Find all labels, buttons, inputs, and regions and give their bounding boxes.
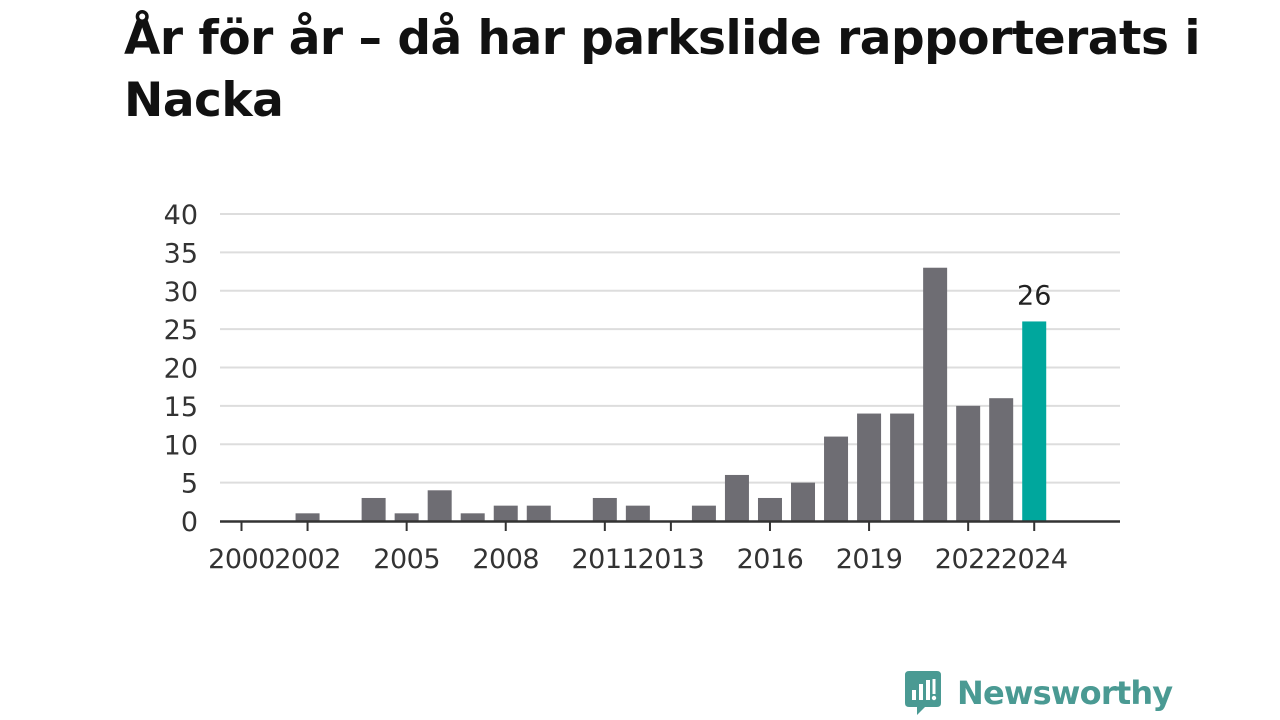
y-tick-label: 5 <box>181 469 198 500</box>
y-tick-label: 15 <box>164 392 198 423</box>
bar-2024 <box>1022 321 1047 521</box>
bar-2022 <box>956 405 981 521</box>
newsworthy-logo-icon <box>905 671 941 715</box>
data-label-2024: 26 <box>1017 280 1051 311</box>
x-axis-labels: 2000 2002 2005 2008 2011 2013 2016 2019 2022 2024 <box>208 544 1068 575</box>
bar-2015 <box>724 474 749 521</box>
bar-2008 <box>493 505 518 521</box>
bar-2019 <box>857 413 882 521</box>
x-tick-label: 2016 <box>737 544 804 575</box>
bar-2018 <box>824 436 849 521</box>
x-tick-label: 2008 <box>472 544 539 575</box>
bar-2005 <box>394 513 419 521</box>
brand-name: Newsworthy <box>957 674 1173 712</box>
x-tick-label: 2019 <box>836 544 903 575</box>
bar-2009 <box>526 505 551 521</box>
y-axis-labels: 0 5 10 15 20 25 30 35 40 <box>164 200 198 538</box>
bar-2004 <box>361 497 386 521</box>
y-tick-label: 25 <box>164 315 198 346</box>
y-tick-label: 35 <box>164 238 198 269</box>
x-tick-label: 2005 <box>373 544 440 575</box>
newsworthy-brand: Newsworthy <box>903 670 1173 716</box>
x-tick-label: 2024 <box>1001 544 1068 575</box>
y-tick-label: 10 <box>164 430 198 461</box>
x-tick-label: 2013 <box>638 544 705 575</box>
bar-2020 <box>890 413 915 521</box>
bar-2012 <box>625 505 650 521</box>
y-tick-label: 30 <box>164 277 198 308</box>
gridlines <box>220 213 1120 484</box>
y-tick-label: 20 <box>164 354 198 385</box>
bar-2017 <box>791 482 816 521</box>
data-labels: 26 <box>1017 280 1051 311</box>
bar-2006 <box>427 490 452 521</box>
x-tick-label: 2022 <box>935 544 1002 575</box>
y-tick-label: 0 <box>181 507 198 538</box>
bars <box>295 267 1047 521</box>
x-tick-label: 2000 <box>208 544 275 575</box>
bar-2023 <box>989 398 1014 521</box>
bar-2007 <box>460 513 485 521</box>
x-tick-label: 2011 <box>571 544 638 575</box>
bar-2011 <box>592 497 617 521</box>
bar-2021 <box>923 267 948 521</box>
chart-title: År för år – då har parkslide rapporterat… <box>124 11 1200 128</box>
x-axis <box>220 520 1120 531</box>
bar-2016 <box>757 497 782 521</box>
bar-2014 <box>691 505 716 521</box>
x-tick-label: 2002 <box>274 544 341 575</box>
y-tick-label: 40 <box>164 200 198 231</box>
bar-2002 <box>295 513 320 521</box>
